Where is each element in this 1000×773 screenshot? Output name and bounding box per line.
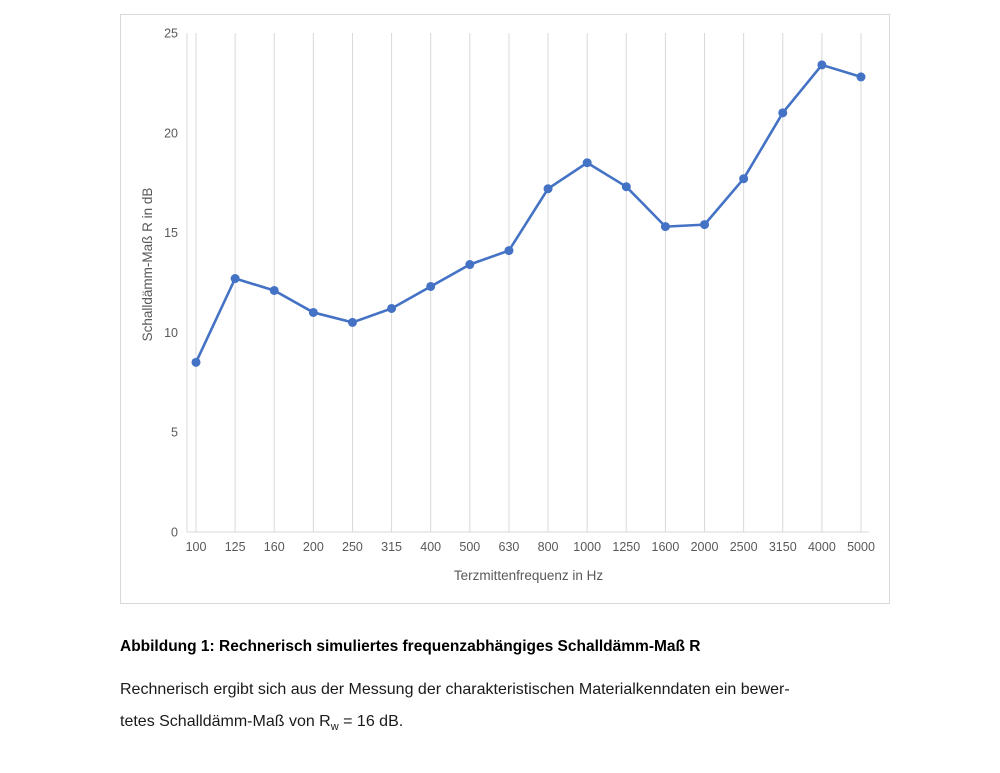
data-point [582,158,592,168]
data-point [308,307,318,317]
data-point [387,303,397,313]
data-point [269,285,279,295]
data-point [504,246,514,256]
x-tick-label: 100 [186,540,207,554]
body-line-2-suffix: = 16 dB. [338,713,404,730]
x-tick-label: 2500 [730,540,758,554]
x-tick-label: 160 [264,540,285,554]
data-point [817,60,827,70]
y-tick-label: 25 [164,27,178,41]
chart-frame: 0 5 10 15 20 25 100 125 160 200 250 315 400 500 630 800… [120,14,890,604]
y-tick-label: 10 [164,326,178,340]
data-point [465,260,475,270]
data-point [191,357,201,367]
x-tick-label: 2000 [691,540,719,554]
x-tick-label: 1000 [573,540,601,554]
body-line-2-prefix: tetes Schalldämm-Maß von R [120,713,331,730]
body-line-1: Rechnerisch ergibt sich aus der Messung … [120,681,790,698]
x-tick-label: 800 [538,540,559,554]
x-tick-label: 1600 [652,540,680,554]
x-tick-label: 200 [303,540,324,554]
body-paragraph: Rechnerisch ergibt sich aus der Messung … [120,674,920,743]
x-tick-label: 630 [499,540,520,554]
rw-subscript: w [330,721,339,734]
x-tick-label: 125 [225,540,246,554]
data-point [739,174,749,184]
x-tick-label: 5000 [847,540,875,554]
data-point [230,274,240,284]
x-tick-label: 400 [420,540,441,554]
data-point [778,108,788,118]
data-point [700,220,710,230]
x-tick-label: 315 [381,540,402,554]
x-tick-label: 3150 [769,540,797,554]
figure-caption: Abbildung 1: Rechnerisch simuliertes fre… [120,638,701,655]
data-point [543,184,553,194]
data-point [347,317,357,327]
x-tick-label: 1250 [612,540,640,554]
x-tick-label: 4000 [808,540,836,554]
y-tick-label: 0 [171,526,178,540]
data-point [660,222,670,232]
data-point [621,182,631,192]
y-tick-label: 5 [171,426,178,440]
line-chart: 0 5 10 15 20 25 100 125 160 200 250 315 400 500 630 800… [140,27,875,584]
x-tick-label: 500 [459,540,480,554]
data-line [194,63,863,364]
y-tick-label: 15 [164,226,178,240]
data-point [856,72,866,82]
x-axis-title: Terzmittenfrequenz in Hz [454,568,604,583]
x-tick-label: 250 [342,540,363,554]
y-axis-title: Schalldämm-Maß R in dB [140,188,155,342]
data-point [426,281,436,291]
y-tick-label: 20 [164,126,178,140]
